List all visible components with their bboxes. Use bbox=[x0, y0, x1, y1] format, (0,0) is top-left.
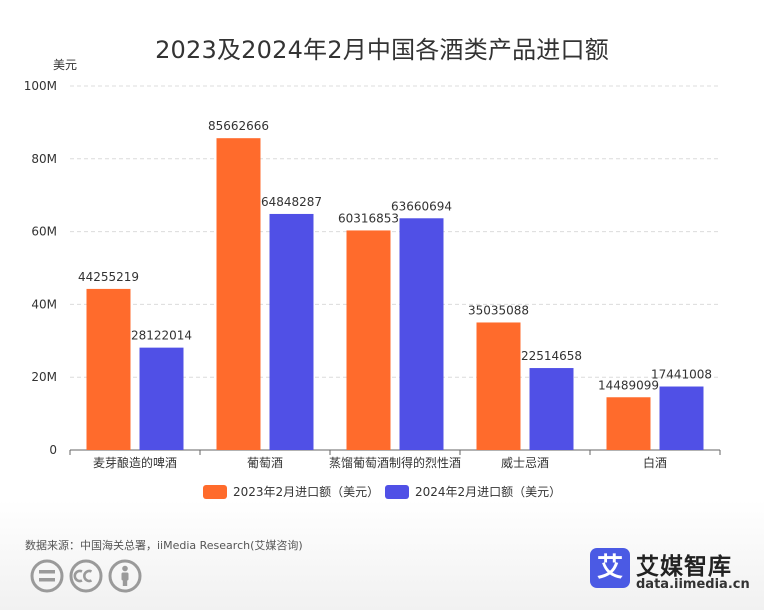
bar bbox=[269, 213, 314, 450]
bar bbox=[86, 288, 131, 450]
y-tick-label: 100M bbox=[24, 79, 57, 93]
data-source: 数据来源：中国海关总署，iiMedia Research(艾媒咨询) bbox=[25, 539, 303, 552]
bar bbox=[606, 397, 651, 450]
legend-label: 2023年2月进口额（美元） bbox=[233, 485, 379, 499]
x-tick-label: 白酒 bbox=[643, 455, 667, 470]
legend-swatch bbox=[203, 485, 227, 499]
y-tick-label: 0 bbox=[49, 443, 57, 457]
bar-chart: 美元 0 20M 40M 60M 80M 100M 44255219 28122014 麦芽酿造… bbox=[24, 58, 721, 499]
chart-title: 2023及2024年2月中国各酒类产品进口额 bbox=[155, 36, 609, 64]
data-label: 14489099 bbox=[598, 378, 659, 392]
bar bbox=[476, 322, 521, 450]
data-label: 35035088 bbox=[468, 303, 529, 317]
y-tick-label: 20M bbox=[31, 370, 57, 384]
cc-icon bbox=[69, 559, 103, 593]
x-tick-label: 威士忌酒 bbox=[501, 456, 549, 470]
brand-url: data.iimedia.cn bbox=[636, 577, 750, 592]
x-tick-label: 蒸馏葡萄酒制得的烈性酒 bbox=[329, 455, 461, 470]
y-tick-label: 60M bbox=[31, 225, 57, 239]
legend-swatch bbox=[385, 485, 409, 499]
brand-logo: 艾 艾媒智库 data.iimedia.cn bbox=[590, 548, 750, 600]
data-label: 28122014 bbox=[131, 329, 192, 343]
data-label: 17441008 bbox=[651, 368, 712, 382]
bar bbox=[139, 347, 184, 450]
data-label: 64848287 bbox=[261, 195, 322, 209]
bar bbox=[216, 138, 261, 450]
brand-icon: 艾 bbox=[590, 548, 630, 588]
bar bbox=[346, 230, 391, 450]
data-label: 63660694 bbox=[391, 199, 452, 213]
x-tick-label: 葡萄酒 bbox=[247, 456, 283, 470]
license-icons bbox=[30, 559, 142, 593]
y-axis-unit: 美元 bbox=[53, 58, 77, 72]
data-label: 22514658 bbox=[521, 349, 582, 363]
data-label: 44255219 bbox=[78, 270, 139, 284]
x-tick-label: 麦芽酿造的啤酒 bbox=[93, 455, 177, 470]
data-label: 85662666 bbox=[208, 119, 269, 133]
y-tick-label: 80M bbox=[31, 152, 57, 166]
bar bbox=[529, 368, 574, 450]
y-tick-label: 40M bbox=[31, 297, 57, 311]
equal-icon bbox=[30, 559, 64, 593]
person-icon bbox=[108, 559, 142, 593]
data-label: 60316853 bbox=[338, 211, 399, 225]
brand-name: 艾媒智库 bbox=[636, 554, 732, 580]
bar bbox=[399, 218, 444, 450]
legend-label: 2024年2月进口额（美元） bbox=[415, 485, 561, 499]
bar bbox=[659, 386, 704, 450]
